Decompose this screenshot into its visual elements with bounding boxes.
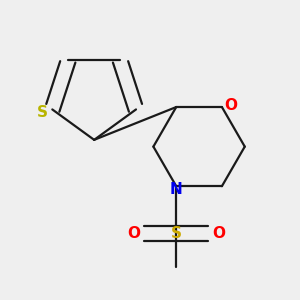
Text: N: N	[170, 182, 183, 197]
Text: O: O	[212, 226, 225, 241]
Text: O: O	[128, 226, 140, 241]
Text: S: S	[171, 226, 182, 241]
Text: O: O	[224, 98, 237, 113]
Text: S: S	[37, 105, 48, 120]
